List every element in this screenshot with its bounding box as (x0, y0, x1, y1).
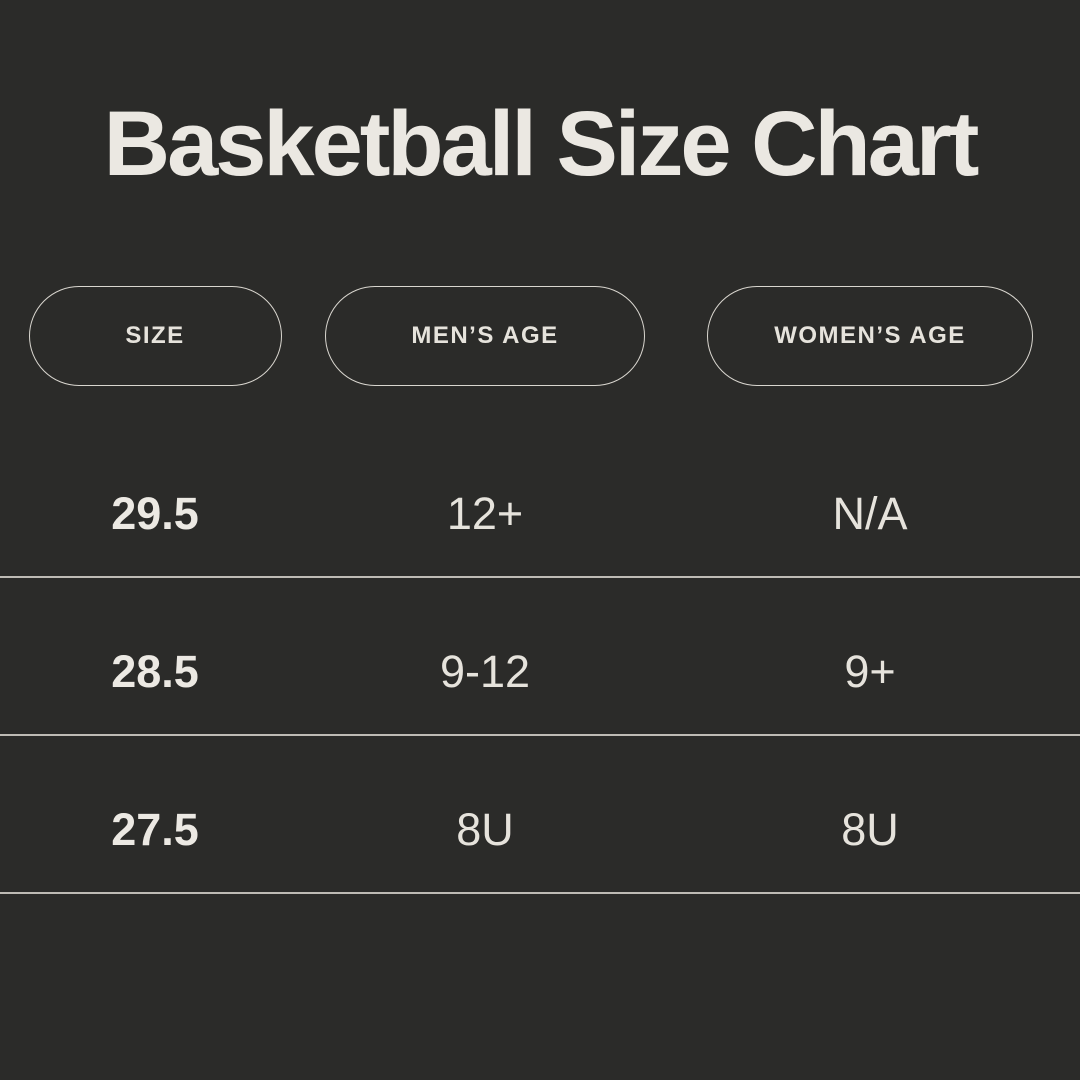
mens-age-value: 9-12 (439, 645, 531, 697)
header-cell-womens-age: WOMEN’S AGE (660, 286, 1080, 386)
table-row: 28.5 9-12 9+ (0, 578, 1080, 736)
size-table: 29.5 12+ N/A 28.5 9-12 9+ 27.5 8U 8U (0, 420, 1080, 894)
size-value: 27.5 (111, 803, 199, 855)
header-cell-mens-age: MEN’S AGE (310, 286, 660, 386)
womens-age-value: N/A (832, 487, 908, 539)
womens-age-value: 9+ (844, 645, 896, 697)
mens-age-value: 12+ (446, 487, 524, 539)
column-headers: SIZE MEN’S AGE WOMEN’S AGE (0, 286, 1080, 386)
mens-age-value: 8U (456, 803, 514, 855)
column-pill-size: SIZE (28, 286, 282, 386)
table-row: 29.5 12+ N/A (0, 420, 1080, 578)
table-row: 27.5 8U 8U (0, 736, 1080, 894)
header-cell-size: SIZE (0, 286, 310, 386)
column-pill-womens-age: WOMEN’S AGE (707, 286, 1033, 386)
page-title: Basketball Size Chart (103, 93, 980, 195)
womens-age-value: 8U (841, 803, 899, 855)
column-pill-mens-age: MEN’S AGE (325, 286, 645, 386)
size-value: 28.5 (111, 645, 199, 697)
size-value: 29.5 (111, 487, 199, 539)
